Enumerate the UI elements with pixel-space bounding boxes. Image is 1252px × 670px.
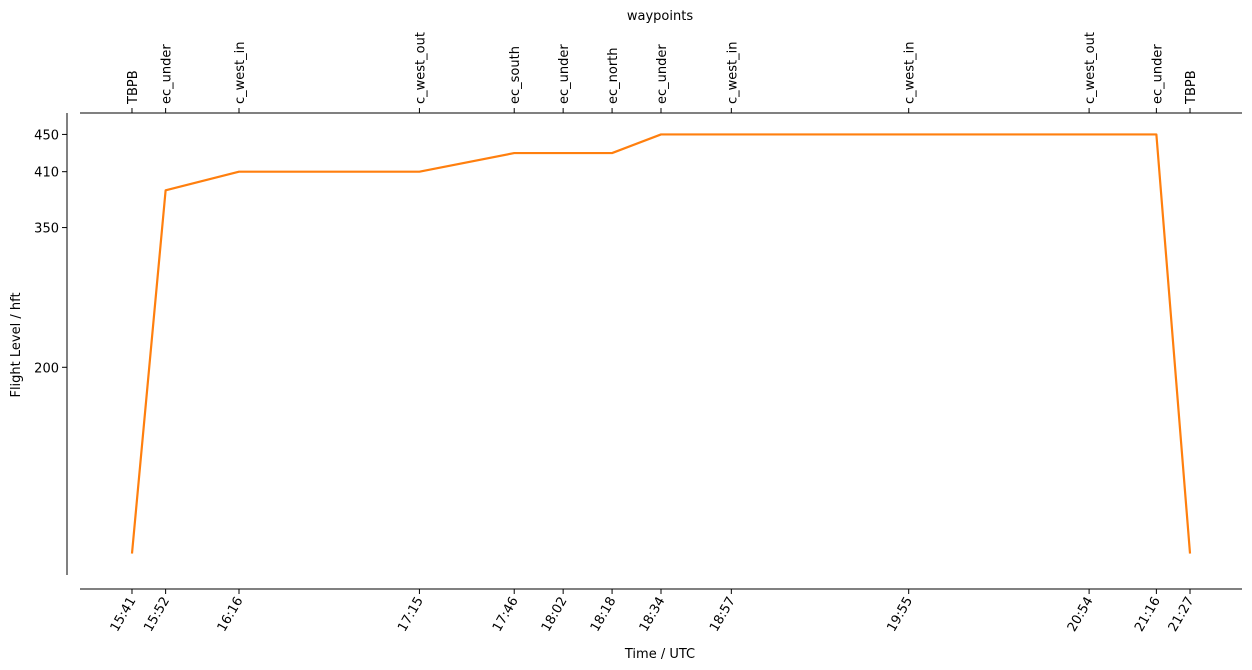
- waypoint-label: ec_north: [606, 47, 621, 104]
- waypoint-label: c_west_in: [233, 42, 248, 105]
- x-tick-label: 17:15: [395, 595, 427, 635]
- y-tick-label: 450: [34, 128, 59, 143]
- x-tick-label: 18:02: [539, 595, 571, 635]
- waypoint-label: ec_south: [508, 46, 523, 104]
- waypoint-label: c_west_in: [903, 42, 918, 105]
- x-tick-label: 21:27: [1166, 595, 1198, 635]
- x-tick-label: 17:46: [490, 595, 522, 635]
- x-tick-label: 16:16: [215, 595, 247, 635]
- waypoint-label: ec_under: [1150, 44, 1165, 104]
- x-tick-label: 18:18: [588, 595, 620, 635]
- waypoint-label: c_west_in: [725, 42, 740, 105]
- y-tick-label: 200: [34, 361, 59, 376]
- x-tick-label: 20:54: [1065, 595, 1097, 635]
- waypoint-label: ec_under: [655, 44, 670, 104]
- waypoint-label: ec_under: [557, 44, 572, 104]
- waypoint-label: c_west_out: [1083, 32, 1098, 104]
- x-tick-label: 18:57: [707, 595, 739, 635]
- y-axis-label: Flight Level / hft: [9, 292, 24, 397]
- x-tick-label: 18:34: [637, 595, 669, 635]
- waypoint-label: TBPB: [1184, 70, 1199, 105]
- top-axis-label: waypoints: [627, 9, 693, 24]
- y-tick-label: 350: [34, 222, 59, 237]
- x-tick-label: 15:41: [108, 595, 140, 635]
- waypoint-label: c_west_out: [413, 32, 428, 104]
- waypoint-label: TBPB: [126, 70, 141, 105]
- y-tick-label: 410: [34, 166, 59, 181]
- x-axis-label: Time / UTC: [624, 647, 695, 662]
- x-tick-label: 21:16: [1132, 595, 1164, 635]
- waypoint-label: ec_under: [160, 44, 175, 104]
- x-tick-label: 19:55: [884, 595, 916, 635]
- flight-level-line: [130, 133, 1192, 554]
- x-tick-label: 15:52: [141, 595, 173, 635]
